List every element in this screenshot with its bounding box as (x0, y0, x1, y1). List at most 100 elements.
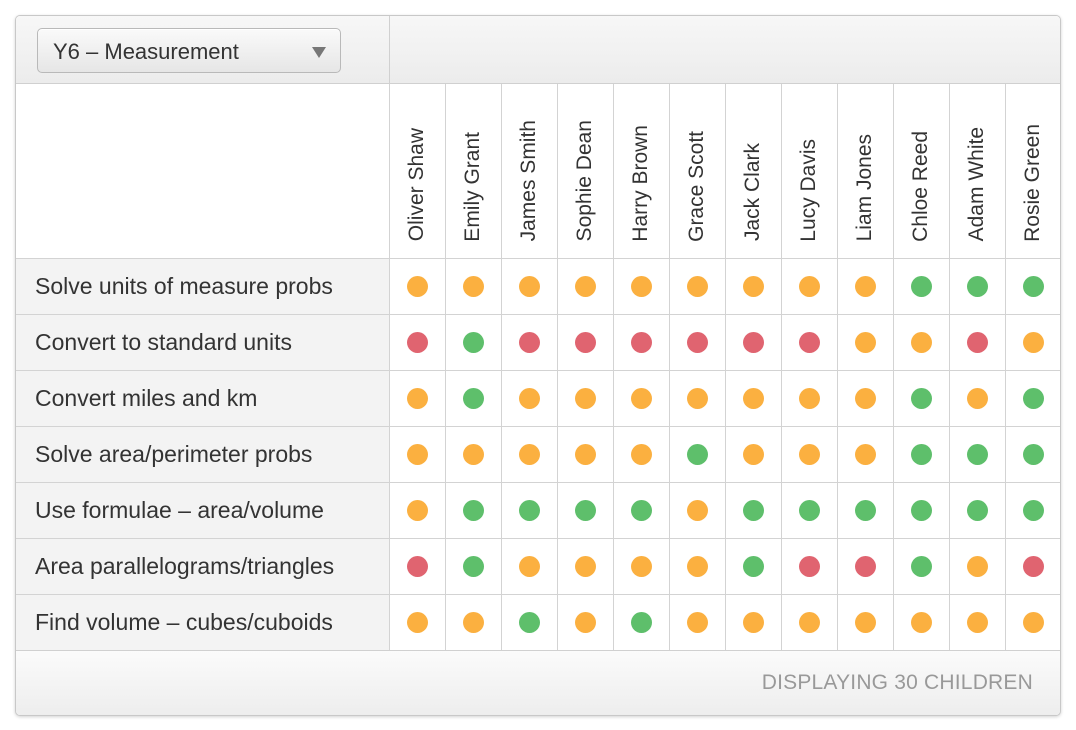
assessment-cell[interactable] (780, 481, 838, 539)
assessment-cell[interactable] (836, 425, 894, 483)
assessment-cell[interactable] (780, 425, 838, 483)
assessment-cell[interactable] (892, 257, 950, 315)
assessment-cell[interactable] (556, 257, 614, 315)
assessment-cell[interactable] (444, 593, 502, 651)
assessment-cell[interactable] (836, 593, 894, 651)
assessment-cell[interactable] (668, 369, 726, 427)
assessment-cell[interactable] (556, 313, 614, 371)
chevron-down-icon[interactable] (312, 47, 326, 58)
assessment-cell[interactable] (724, 369, 782, 427)
assessment-cell[interactable] (388, 369, 446, 427)
assessment-cell[interactable] (668, 313, 726, 371)
assessment-cell[interactable] (556, 537, 614, 595)
assessment-cell[interactable] (500, 481, 558, 539)
assessment-cell[interactable] (500, 313, 558, 371)
assessment-cell[interactable] (724, 257, 782, 315)
student-column-header[interactable]: Emily Grant (444, 84, 502, 259)
assessment-cell[interactable] (1004, 369, 1060, 427)
assessment-cell[interactable] (668, 257, 726, 315)
student-column-header[interactable]: Liam Jones (836, 84, 894, 259)
assessment-cell[interactable] (780, 593, 838, 651)
assessment-cell[interactable] (612, 369, 670, 427)
assessment-cell[interactable] (444, 481, 502, 539)
assessment-cell[interactable] (388, 425, 446, 483)
assessment-cell[interactable] (1004, 593, 1060, 651)
student-column-header[interactable]: Oliver Shaw (388, 84, 446, 259)
assessment-cell[interactable] (388, 593, 446, 651)
assessment-cell[interactable] (444, 425, 502, 483)
assessment-cell[interactable] (724, 313, 782, 371)
assessment-cell[interactable] (836, 481, 894, 539)
assessment-cell[interactable] (724, 593, 782, 651)
assessment-cell[interactable] (556, 593, 614, 651)
assessment-cell[interactable] (892, 593, 950, 651)
assessment-cell[interactable] (444, 257, 502, 315)
assessment-cell[interactable] (1004, 481, 1060, 539)
status-amber-dot-icon (798, 387, 820, 409)
assessment-cell[interactable] (724, 425, 782, 483)
assessment-cell[interactable] (500, 425, 558, 483)
assessment-cell[interactable] (612, 481, 670, 539)
assessment-cell[interactable] (500, 537, 558, 595)
assessment-cell[interactable] (836, 313, 894, 371)
assessment-cell[interactable] (444, 369, 502, 427)
assessment-cell[interactable] (1004, 257, 1060, 315)
assessment-cell[interactable] (444, 313, 502, 371)
assessment-cell[interactable] (948, 425, 1006, 483)
assessment-cell[interactable] (668, 537, 726, 595)
assessment-cell[interactable] (836, 537, 894, 595)
assessment-cell[interactable] (948, 481, 1006, 539)
assessment-cell[interactable] (948, 537, 1006, 595)
assessment-cell[interactable] (1004, 425, 1060, 483)
assessment-cell[interactable] (500, 369, 558, 427)
assessment-cell[interactable] (556, 481, 614, 539)
student-column-header[interactable]: Sophie Dean (556, 84, 614, 259)
assessment-cell[interactable] (724, 481, 782, 539)
assessment-cell[interactable] (892, 313, 950, 371)
assessment-cell[interactable] (780, 257, 838, 315)
assessment-cell[interactable] (388, 537, 446, 595)
assessment-cell[interactable] (556, 425, 614, 483)
student-column-header[interactable]: Chloe Reed (892, 84, 950, 259)
student-column-header[interactable]: James Smith (500, 84, 558, 259)
assessment-cell[interactable] (388, 313, 446, 371)
assessment-cell[interactable] (612, 313, 670, 371)
assessment-cell[interactable] (444, 537, 502, 595)
student-column-header[interactable]: Adam White (948, 84, 1006, 259)
assessment-cell[interactable] (612, 537, 670, 595)
assessment-cell[interactable] (612, 257, 670, 315)
topic-select[interactable]: Y6 – Measurement (37, 28, 341, 73)
assessment-cell[interactable] (500, 257, 558, 315)
assessment-cell[interactable] (388, 481, 446, 539)
assessment-cell[interactable] (892, 481, 950, 539)
assessment-cell[interactable] (556, 369, 614, 427)
assessment-cell[interactable] (668, 593, 726, 651)
assessment-cell[interactable] (1004, 537, 1060, 595)
assessment-cell[interactable] (780, 537, 838, 595)
assessment-cell[interactable] (612, 593, 670, 651)
assessment-cell[interactable] (892, 425, 950, 483)
assessment-cell[interactable] (1004, 313, 1060, 371)
assessment-cell[interactable] (948, 593, 1006, 651)
student-column-header[interactable]: Jack Clark (724, 84, 782, 259)
assessment-cell[interactable] (948, 257, 1006, 315)
assessment-cell[interactable] (892, 537, 950, 595)
assessment-cell[interactable] (948, 313, 1006, 371)
assessment-cell[interactable] (836, 257, 894, 315)
assessment-cell[interactable] (668, 425, 726, 483)
assessment-cell[interactable] (780, 313, 838, 371)
assessment-cell[interactable] (724, 537, 782, 595)
assessment-cell[interactable] (668, 481, 726, 539)
assessment-cell[interactable] (892, 369, 950, 427)
assessment-cell[interactable] (500, 593, 558, 651)
student-column-header[interactable]: Rosie Green (1004, 84, 1060, 259)
student-column-header[interactable]: Grace Scott (668, 84, 726, 259)
student-column-header[interactable]: Harry Brown (612, 84, 670, 259)
assessment-cell[interactable] (780, 369, 838, 427)
status-amber-dot-icon (742, 611, 764, 633)
student-column-header[interactable]: Lucy Davis (780, 84, 838, 259)
assessment-cell[interactable] (948, 369, 1006, 427)
assessment-cell[interactable] (836, 369, 894, 427)
assessment-cell[interactable] (612, 425, 670, 483)
assessment-cell[interactable] (388, 257, 446, 315)
